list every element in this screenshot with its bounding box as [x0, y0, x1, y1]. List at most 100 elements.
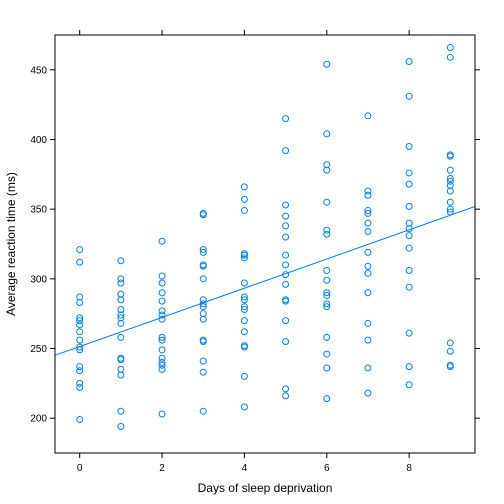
data-point: [199, 315, 207, 323]
data-point: [446, 152, 454, 160]
data-point: [364, 248, 372, 256]
data-point: [323, 166, 331, 174]
x-axis: 0 2 4 6 8: [77, 30, 412, 474]
data-point: [199, 275, 207, 283]
data-point: [405, 180, 413, 188]
data-point: [199, 246, 207, 254]
data-point: [282, 297, 290, 305]
data-point: [158, 307, 166, 315]
data-point: [76, 336, 84, 344]
data-point: [76, 367, 84, 375]
data-point: [405, 202, 413, 210]
data-point: [405, 57, 413, 65]
data-point: [446, 187, 454, 195]
data-point: [117, 371, 125, 379]
data-point: [282, 147, 290, 155]
data-point: [323, 198, 331, 206]
data-point: [76, 363, 84, 371]
data-point: [282, 338, 290, 346]
data-point: [323, 276, 331, 284]
data-point: [405, 244, 413, 252]
data-point: [240, 293, 248, 301]
data-point: [117, 407, 125, 415]
y-tick-label: 400: [30, 135, 47, 146]
data-point: [199, 357, 207, 365]
data-point: [240, 254, 248, 262]
y-tick-label: 250: [30, 344, 47, 355]
data-point: [240, 183, 248, 191]
data-point: [446, 175, 454, 183]
data-point: [446, 347, 454, 355]
data-point: [364, 262, 372, 270]
data-point: [158, 297, 166, 305]
data-point: [117, 356, 125, 364]
data-point: [405, 266, 413, 274]
data-point: [364, 389, 372, 397]
data-point: [76, 299, 84, 307]
data-point: [446, 44, 454, 52]
data-point: [240, 328, 248, 336]
data-point: [240, 343, 248, 351]
data-point: [446, 363, 454, 371]
data-point: [446, 166, 454, 174]
data-point: [323, 230, 331, 238]
data-point: [323, 333, 331, 341]
x-tick-label: 2: [159, 463, 165, 474]
data-point: [282, 233, 290, 241]
data-point: [240, 403, 248, 411]
data-point: [240, 317, 248, 325]
data-point: [364, 191, 372, 199]
data-point: [199, 407, 207, 415]
data-point: [158, 336, 166, 344]
data-point: [364, 289, 372, 297]
data-point: [323, 350, 331, 358]
data-point: [158, 272, 166, 280]
data-point: [405, 363, 413, 371]
data-point: [158, 354, 166, 362]
data-point: [364, 364, 372, 372]
data-point: [76, 314, 84, 322]
data-point: [364, 187, 372, 195]
data-point: [405, 329, 413, 337]
data-point: [364, 112, 372, 120]
data-point: [405, 92, 413, 100]
data-point: [158, 279, 166, 287]
data-point: [323, 395, 331, 403]
data-point: [240, 296, 248, 304]
data-point: [282, 212, 290, 220]
data-point: [158, 346, 166, 354]
data-point: [282, 392, 290, 400]
data-point: [323, 60, 331, 68]
data-point: [117, 319, 125, 327]
data-point: [405, 283, 413, 291]
data-point: [282, 115, 290, 123]
data-point: [199, 338, 207, 346]
data-point: [76, 384, 84, 392]
data-point: [446, 53, 454, 61]
data-point: [240, 195, 248, 203]
data-point: [364, 209, 372, 217]
data-point: [323, 292, 331, 300]
data-point: [323, 130, 331, 138]
data-point: [240, 207, 248, 215]
data-point: [240, 305, 248, 313]
data-point: [240, 303, 248, 311]
y-axis: 200 250 300 350 400 450: [30, 65, 480, 425]
data-point: [240, 251, 248, 259]
data-point: [282, 251, 290, 259]
data-point: [323, 303, 331, 311]
data-point: [323, 364, 331, 372]
x-tick-label: 4: [242, 463, 248, 474]
data-point: [364, 219, 372, 227]
data-point: [364, 207, 372, 215]
data-point: [199, 303, 207, 311]
data-point: [117, 257, 125, 265]
data-point: [282, 280, 290, 288]
data-point: [446, 205, 454, 213]
data-point: [446, 198, 454, 206]
data-point: [76, 246, 84, 254]
data-point: [323, 226, 331, 234]
y-tick-label: 200: [30, 414, 47, 425]
